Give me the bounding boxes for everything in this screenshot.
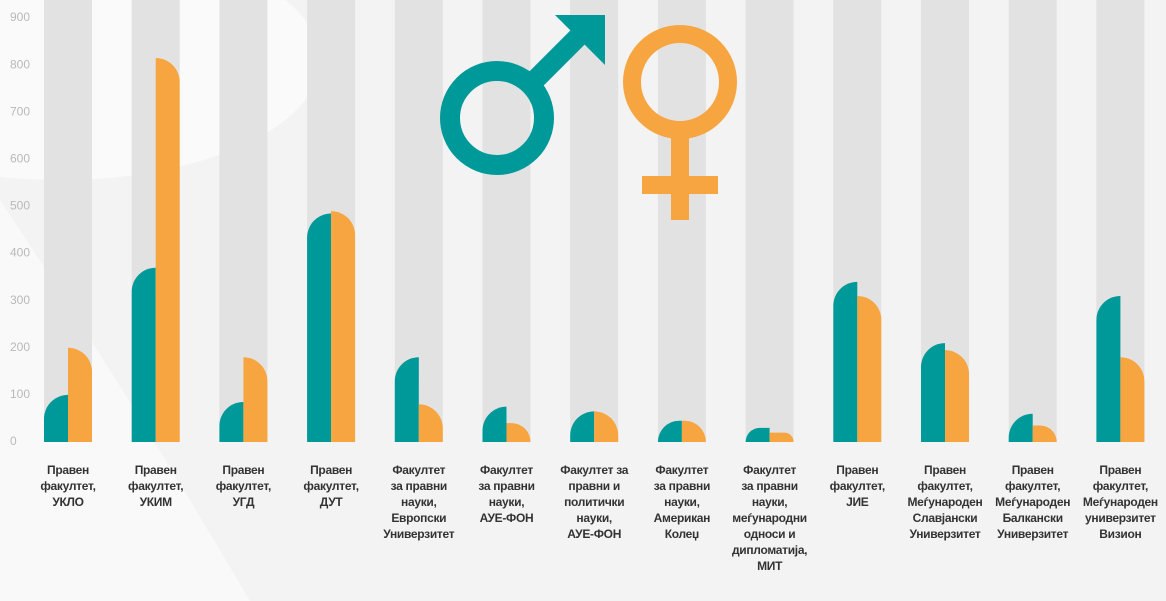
x-tick-label: Факултет за правни науки, меѓународни од… [731,463,808,573]
column-background [657,0,706,442]
bar [418,404,443,442]
bar [506,423,531,442]
column-background [1008,0,1057,442]
y-tick-label: 200 [10,340,30,354]
x-tick-label: Факултет за правни науки, Европски Униве… [383,463,455,541]
x-tick-label: Правен факултет, Меѓународен Славјански … [907,463,983,541]
bar [921,343,945,442]
x-tick-label: Факултет за правни и политички науки, АУ… [560,463,629,541]
column-background [570,0,619,442]
y-tick-label: 0 [10,434,17,448]
bar [657,420,682,442]
x-tick-label: Правен факултет, ЈИЕ [829,463,886,509]
bar [482,406,507,442]
bar [331,211,356,442]
bar [594,411,619,442]
x-tick-label: Правен факултет, ДУТ [303,463,359,509]
bar [131,267,156,442]
y-tick-label: 800 [10,57,30,71]
column-background [745,0,794,442]
bar [769,432,794,442]
bar [570,411,595,442]
bars [44,58,1145,443]
bar [307,213,332,442]
x-tick-label: Правен факултет, УКИМ [128,463,184,509]
bar [681,420,706,442]
x-tick-label: Правен факултет, Меѓународен Балкански У… [995,463,1071,541]
bar [1120,357,1145,442]
bar [1096,295,1121,442]
bar [68,347,92,442]
y-tick-label: 600 [10,152,30,166]
bar [44,394,68,442]
bar [394,357,419,442]
bar [857,295,882,442]
y-tick-label: 500 [10,199,30,213]
bar [833,281,858,442]
bar [219,401,244,442]
y-tick-label: 700 [10,104,30,118]
y-tick-label: 400 [10,246,30,260]
bar [1008,413,1033,442]
x-tick-label: Правен факултет, УГД [215,463,272,509]
x-tick-label: Факултет за правни науки, Американ Колеџ [653,463,711,541]
y-tick-label: 300 [10,293,30,307]
gender-symbols [440,15,737,220]
bar [945,350,969,442]
bar [155,58,180,443]
bar [243,357,268,442]
bar [745,427,770,442]
x-tick-label: Правен факултет, УКЛО [40,463,96,509]
bar [1032,425,1057,442]
y-tick-label: 900 [10,10,30,24]
x-tick-label: Правен факултет, Меѓународен универзитет… [1082,463,1158,541]
x-tick-label: Факултет за правни науки, АУЕ-ФОН [478,463,535,525]
y-tick-label: 100 [10,387,30,401]
